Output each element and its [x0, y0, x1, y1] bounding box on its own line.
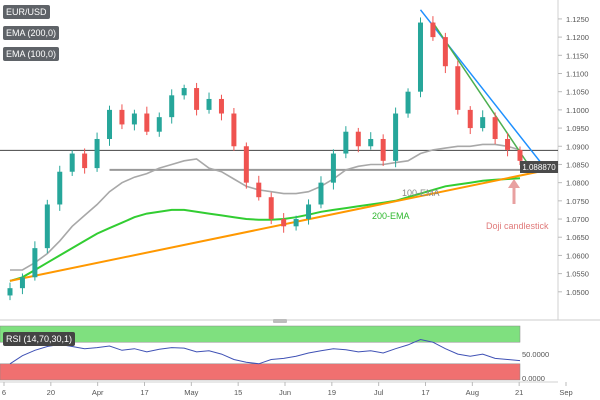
candle-body — [243, 146, 249, 183]
price-tick-label: 1.0700 — [566, 215, 589, 224]
price-tick-label: 1.0650 — [566, 233, 589, 242]
rsi-legend-tag[interactable]: RSI (14,70,30,1) — [3, 332, 76, 346]
ema200-annotation: 200-EMA — [372, 211, 410, 221]
candle-body — [181, 88, 187, 96]
price-tick-label: 1.0550 — [566, 270, 589, 279]
candle-body — [417, 22, 423, 92]
ema200-legend-tag[interactable]: EMA (200,0) — [3, 26, 60, 40]
candle-body — [107, 109, 113, 139]
candle-body — [355, 131, 361, 147]
price-tick-label: 1.0950 — [566, 124, 589, 133]
time-tick-label: May — [184, 388, 198, 397]
price-tick-label: 1.0600 — [566, 251, 589, 260]
price-tick-label: 1.0900 — [566, 142, 589, 151]
resistance-trendline-blue — [419, 9, 543, 165]
time-tick-label: 6 — [2, 388, 6, 397]
rsi-tick-50: 50.0000 — [522, 350, 549, 359]
time-tick-label: 17 — [421, 388, 429, 397]
candle-body — [343, 131, 349, 154]
candle-body — [455, 66, 461, 110]
support-trendline — [9, 168, 551, 282]
price-axis-ticks: 1.1250 1.1200 1.1150 1.1100 1.1050 1.1000 1.09… — [558, 15, 589, 297]
candle-body — [169, 95, 175, 118]
candle-body — [7, 288, 13, 296]
price-tick-label: 1.0750 — [566, 197, 589, 206]
candle-body — [330, 153, 336, 183]
rsi-overbought-band — [0, 325, 521, 343]
ema100-line — [10, 143, 521, 271]
time-tick-label: Sep — [559, 388, 572, 397]
price-tick-label: 1.1050 — [566, 88, 589, 97]
candle-body — [231, 113, 237, 147]
resistance-trendline-green — [432, 22, 531, 168]
ema100-annotation: 100-EMA — [402, 188, 440, 198]
candle-body — [442, 37, 448, 67]
time-tick-label: Jun — [279, 388, 291, 397]
time-tick-label: 20 — [47, 388, 55, 397]
time-tick-label: 15 — [234, 388, 242, 397]
rsi-oversold-band — [0, 363, 521, 381]
candle-body — [368, 138, 374, 147]
candle-body — [32, 248, 38, 278]
price-tag-box — [520, 161, 558, 173]
time-tick-label: 17 — [140, 388, 148, 397]
price-tick-label: 1.1200 — [566, 33, 589, 42]
candle-body — [467, 109, 473, 129]
time-tick-label: 21 — [515, 388, 523, 397]
candle-body — [517, 149, 523, 161]
rsi-line — [9, 338, 521, 365]
candlesticks — [7, 16, 523, 301]
candle-body — [256, 182, 262, 198]
candle-body — [293, 219, 299, 227]
candle-body — [393, 113, 399, 161]
candle-body — [19, 277, 25, 289]
symbol-label[interactable]: EUR/USD — [3, 5, 50, 19]
time-tick-label: Jul — [374, 388, 384, 397]
price-tick-label: 1.1150 — [566, 51, 588, 60]
candle-body — [119, 109, 125, 125]
candle-body — [131, 113, 137, 125]
price-tag-label: 1.088870 — [522, 163, 556, 172]
price-tick-label: 1.0500 — [566, 288, 589, 297]
price-tick-label: 1.1250 — [566, 15, 589, 24]
candle-body — [380, 138, 386, 161]
time-tick-label: Aug — [466, 388, 479, 397]
candle-body — [268, 197, 274, 220]
panel-resize-handle[interactable] — [273, 319, 287, 323]
price-tick-label: 1.0850 — [566, 160, 589, 169]
time-tick-label: Apr — [92, 388, 104, 397]
candle-body — [218, 98, 224, 114]
ema200-line — [9, 177, 521, 282]
candle-body — [156, 117, 162, 132]
candle-body — [44, 204, 50, 249]
time-axis-ticks: 6 20 Apr 17 May 15 Jun 19 Jul 17 Aug 21 Sep — [2, 382, 573, 397]
candle-body — [57, 171, 63, 205]
doji-arrow-icon — [508, 179, 520, 188]
candle-body — [405, 91, 411, 114]
indicator-lines — [0, 9, 558, 282]
candle-body — [318, 182, 324, 205]
candle-body — [194, 88, 200, 110]
doji-annotation: Doji candlestick — [486, 221, 549, 231]
rsi-tick-0: 0.0000 — [522, 374, 545, 383]
candle-body — [480, 117, 486, 129]
candle-body — [94, 138, 100, 169]
candle-body — [69, 153, 75, 172]
ema100-legend-tag[interactable]: EMA (100,0) — [3, 47, 60, 61]
candle-body — [306, 204, 312, 220]
candle-body — [430, 22, 436, 38]
rsi-panel — [0, 325, 521, 381]
candle-body — [505, 138, 511, 150]
candle-body — [492, 117, 498, 139]
time-tick-label: 19 — [328, 388, 336, 397]
annotations: 1.088870 100-EMA 200-EMA Doji candlestic… — [372, 161, 558, 383]
price-tick-label: 1.0800 — [566, 179, 589, 188]
price-tick-label: 1.1100 — [566, 69, 588, 78]
candle-body — [281, 219, 287, 227]
candle-body — [144, 113, 150, 132]
candle-body — [206, 98, 212, 110]
price-tick-label: 1.1000 — [566, 106, 589, 115]
candle-body — [82, 153, 88, 169]
